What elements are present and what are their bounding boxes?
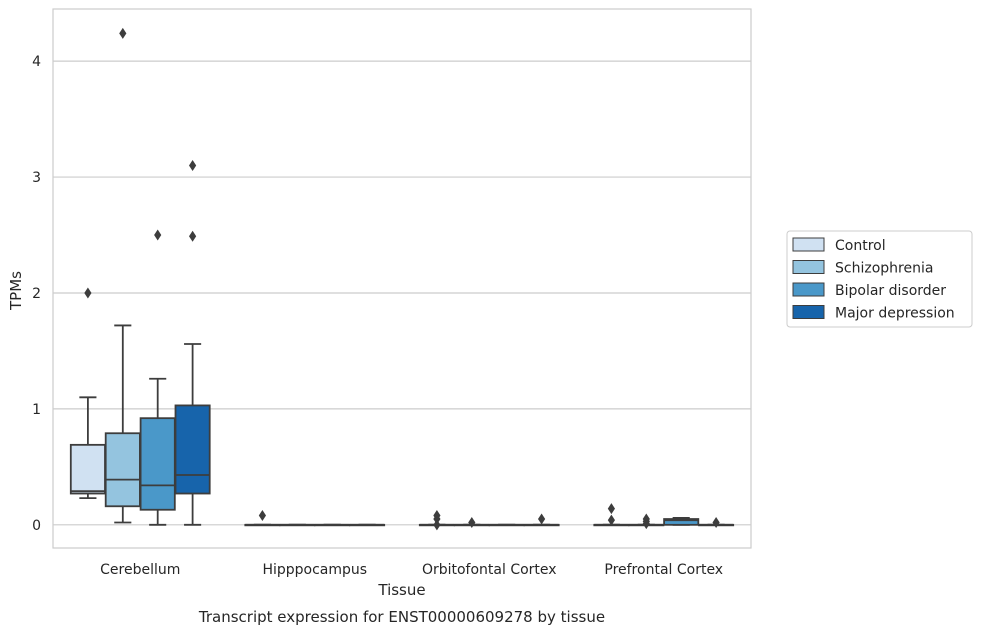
legend: Control Schizophrenia Bipolar disorder Majo… xyxy=(786,230,973,328)
box-iqr xyxy=(104,432,141,508)
outlier-point xyxy=(642,513,650,525)
box xyxy=(663,516,700,526)
box xyxy=(349,523,386,527)
y-tick-label: 2 xyxy=(32,286,41,302)
x-tick-label: Hipppocampus xyxy=(262,562,367,578)
box xyxy=(593,503,630,527)
outlier-point xyxy=(84,287,92,299)
x-axis-ticks: Cerebellum Hipppocampus Orbitofontal Corte… xyxy=(100,562,723,578)
box xyxy=(523,513,560,527)
outlier-point xyxy=(712,516,720,528)
x-tick-label: Prefrontal Cortex xyxy=(604,562,723,578)
box xyxy=(139,229,176,526)
box xyxy=(628,513,665,530)
figure-caption: Transcript expression for ENST0000060927… xyxy=(198,608,605,626)
y-tick-label: 3 xyxy=(32,170,41,186)
box xyxy=(488,523,525,527)
x-tick-label: Orbitofontal Cortex xyxy=(422,562,557,578)
x-tick-label: Cerebellum xyxy=(100,562,180,578)
plot-area-frame xyxy=(52,8,752,549)
box xyxy=(69,287,106,500)
outlier-point xyxy=(119,27,127,39)
legend-label: Schizophrenia xyxy=(835,261,933,277)
legend-frame xyxy=(786,230,973,328)
outlier-point xyxy=(607,503,615,515)
box xyxy=(418,510,455,531)
box-iqr xyxy=(69,443,106,495)
y-axis-ticks: 0 1 2 3 4 xyxy=(32,54,41,534)
box xyxy=(698,516,735,528)
box xyxy=(279,523,316,527)
outlier-point xyxy=(189,159,197,171)
legend-label: Bipolar disorder xyxy=(835,283,946,299)
box xyxy=(453,516,490,528)
y-tick-label: 4 xyxy=(32,54,41,70)
outlier-point xyxy=(607,514,615,526)
series-2 xyxy=(139,229,700,527)
legend-label: Control xyxy=(835,238,886,254)
box xyxy=(174,159,211,526)
box xyxy=(244,510,281,527)
outlier-point xyxy=(258,510,266,522)
outlier-point xyxy=(468,516,476,528)
legend-swatch xyxy=(792,237,825,252)
legend-swatch xyxy=(792,282,825,297)
y-axis-label: TPMs xyxy=(7,271,25,311)
box xyxy=(104,27,141,524)
box-iqr xyxy=(174,404,211,495)
outlier-point xyxy=(189,230,197,242)
legend-label: Major depression xyxy=(835,306,955,322)
box-series xyxy=(69,27,735,531)
y-tick-label: 0 xyxy=(32,518,41,534)
outlier-point xyxy=(154,229,162,241)
box-iqr xyxy=(663,518,700,526)
outlier-point xyxy=(433,510,441,522)
outlier-point xyxy=(538,513,546,525)
box xyxy=(314,523,351,527)
legend-swatch xyxy=(792,305,825,319)
y-tick-label: 1 xyxy=(32,402,41,418)
x-axis-label: Tissue xyxy=(377,581,425,599)
legend-swatch xyxy=(792,260,825,274)
box-iqr xyxy=(139,417,176,511)
series-3 xyxy=(174,159,735,528)
outlier-point xyxy=(433,519,441,531)
